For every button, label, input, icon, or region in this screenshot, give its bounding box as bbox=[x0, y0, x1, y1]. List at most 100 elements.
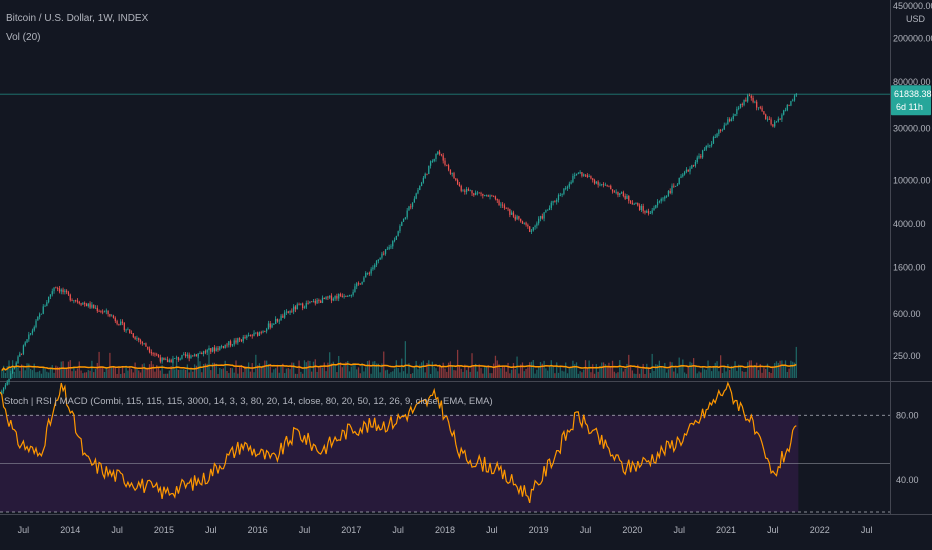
candle-body bbox=[500, 204, 502, 206]
indicator-axis-tick-0: 80.00 bbox=[896, 410, 919, 420]
candle-body bbox=[523, 222, 525, 224]
volume-bar bbox=[368, 360, 370, 378]
volume-bar bbox=[426, 362, 428, 378]
volume-bar bbox=[103, 372, 106, 378]
volume-bar bbox=[655, 364, 657, 378]
candle-body bbox=[39, 314, 41, 317]
candle-body bbox=[291, 310, 293, 312]
volume-bar bbox=[123, 373, 125, 378]
candle-body bbox=[547, 209, 549, 211]
candle-body bbox=[520, 218, 522, 222]
candle-body bbox=[559, 194, 561, 196]
volume-bar bbox=[388, 373, 390, 378]
candle-body bbox=[532, 227, 534, 231]
volume-bar bbox=[93, 372, 95, 378]
symbol-title[interactable]: Bitcoin / U.S. Dollar, 1W, INDEX bbox=[6, 13, 149, 24]
candle-body bbox=[557, 195, 560, 201]
volume-bar bbox=[312, 361, 315, 378]
candle-body bbox=[474, 192, 477, 196]
candle-body bbox=[161, 357, 163, 362]
candle-body bbox=[233, 340, 235, 345]
volume-bar bbox=[42, 367, 44, 378]
candle-body bbox=[338, 294, 340, 299]
candle-body bbox=[1, 391, 3, 395]
candle-body bbox=[195, 354, 198, 357]
volume-bar bbox=[548, 366, 551, 378]
candle-body bbox=[527, 224, 529, 227]
volume-bar bbox=[532, 360, 534, 378]
candle-body bbox=[556, 200, 558, 202]
candle-body bbox=[716, 133, 718, 138]
volume-bar bbox=[53, 372, 55, 378]
candle-body bbox=[60, 289, 62, 292]
candle-body bbox=[354, 286, 356, 293]
volume-bar bbox=[743, 372, 745, 378]
candle-body bbox=[480, 193, 482, 194]
volume-bar bbox=[262, 365, 264, 378]
price-axis-tick-5: 4000.00 bbox=[893, 219, 926, 229]
candle-body bbox=[201, 353, 203, 355]
volume-bar bbox=[676, 373, 679, 378]
candle-body bbox=[372, 267, 374, 270]
volume-bar bbox=[611, 360, 614, 378]
volume-bar bbox=[291, 362, 293, 378]
volume-bar bbox=[303, 360, 306, 378]
candle-body bbox=[49, 294, 52, 297]
volume-bar bbox=[381, 363, 383, 378]
candle-body bbox=[745, 99, 747, 102]
candle-body bbox=[271, 324, 273, 328]
candle-body bbox=[143, 343, 145, 345]
candle-body bbox=[134, 337, 136, 340]
lower-indicator-label[interactable]: Stoch | RSI | MACD (Combi, 115, 115, 115… bbox=[4, 396, 493, 407]
volume-bar bbox=[242, 372, 244, 378]
candle-body bbox=[464, 190, 466, 192]
volume-bar bbox=[181, 369, 183, 378]
candle-body bbox=[87, 303, 89, 307]
volume-bar bbox=[147, 367, 149, 378]
volume-bar bbox=[330, 363, 333, 378]
volume-bar bbox=[102, 366, 104, 378]
volume-bar bbox=[651, 353, 653, 378]
volume-bar bbox=[438, 365, 441, 378]
candle-body bbox=[631, 202, 633, 205]
candle-body bbox=[350, 294, 352, 296]
candle-body bbox=[545, 210, 547, 213]
volume-bar bbox=[563, 371, 565, 378]
volume-bar bbox=[593, 373, 596, 378]
candle-body bbox=[231, 344, 234, 346]
volume-bar bbox=[687, 367, 689, 378]
candle-body bbox=[530, 230, 533, 232]
candle-body bbox=[655, 205, 657, 208]
candle-body bbox=[628, 195, 630, 201]
volume-bar bbox=[723, 366, 725, 378]
volume-bar bbox=[444, 368, 446, 378]
candle-body bbox=[251, 335, 253, 337]
volume-bar bbox=[413, 365, 416, 378]
volume-bar bbox=[246, 366, 248, 378]
candle-body bbox=[438, 151, 441, 155]
candle-body bbox=[514, 216, 516, 220]
volume-bar bbox=[575, 362, 578, 378]
candle-body bbox=[592, 178, 594, 181]
volume-bar bbox=[424, 372, 426, 378]
volume-bar bbox=[617, 372, 619, 378]
volume-bar bbox=[478, 364, 480, 378]
candle-body bbox=[24, 342, 26, 346]
volume-bar bbox=[696, 373, 698, 378]
candle-body bbox=[784, 110, 787, 112]
candle-body bbox=[284, 312, 286, 318]
candle-body bbox=[665, 196, 668, 198]
volume-indicator-label[interactable]: Vol (20) bbox=[6, 32, 41, 43]
countdown-value: 6d 11h bbox=[896, 102, 923, 112]
last-price-value: 61838.38 bbox=[894, 89, 932, 99]
candle-body bbox=[714, 137, 716, 138]
candle-body bbox=[235, 340, 237, 343]
candle-body bbox=[694, 161, 697, 166]
volume-bar bbox=[541, 363, 543, 378]
volume-bar bbox=[257, 365, 259, 378]
volume-bar bbox=[258, 363, 261, 378]
price-axis-tick-2: 80000.00 bbox=[893, 77, 931, 87]
volume-bar bbox=[766, 363, 769, 378]
candle-body bbox=[739, 103, 742, 108]
